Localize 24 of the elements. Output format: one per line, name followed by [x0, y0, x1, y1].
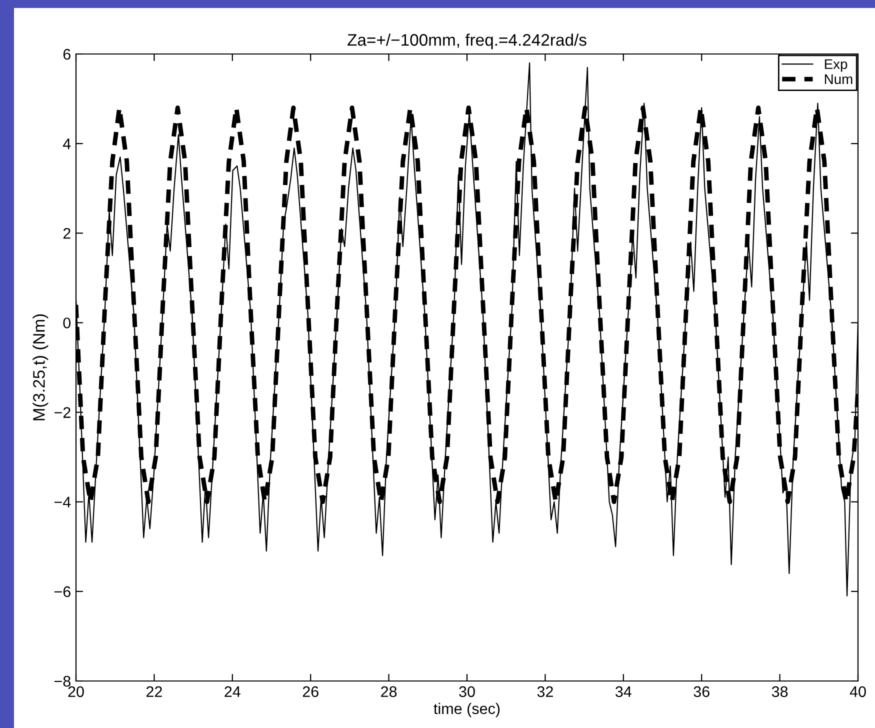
y-tick-label: 6 — [63, 48, 70, 60]
y-tick-label: −4 — [54, 496, 71, 508]
x-tick-label: 34 — [615, 686, 632, 698]
x-tick-label: 40 — [850, 686, 866, 698]
x-tick-label: 32 — [537, 686, 553, 698]
x-tick-label: 20 — [68, 686, 84, 698]
y-tick-label: 0 — [63, 318, 71, 328]
x-tick-label: 24 — [224, 686, 240, 697]
x-axis-title: time (sec) — [434, 702, 500, 718]
legend-label: Exp — [824, 59, 848, 72]
chart-title: Za=+/−100mm, freq.=4.242rad/s — [348, 34, 586, 50]
x-tick-label: 22 — [146, 686, 162, 697]
y-tick-label: 2 — [63, 228, 70, 239]
y-tick-label: −6 — [54, 586, 70, 598]
x-tick-label: 36 — [694, 686, 710, 698]
y-tick-label: 4 — [62, 138, 71, 150]
y-axis-title: M(3.25,t) (Nm) — [32, 314, 48, 420]
y-tick-label: −8 — [54, 676, 70, 687]
x-tick-label: 38 — [772, 686, 788, 698]
legend-label: Num — [824, 74, 852, 84]
x-tick-label: 26 — [302, 686, 318, 698]
x-tick-label: 30 — [459, 686, 475, 698]
x-tick-label: 28 — [381, 686, 397, 698]
y-tick-label: −2 — [54, 407, 70, 418]
